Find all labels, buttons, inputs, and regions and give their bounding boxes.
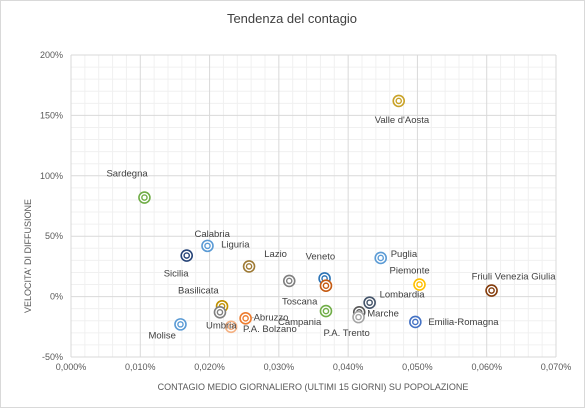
x-tick-label: 0,030% xyxy=(264,362,295,372)
data-point-marker-inner xyxy=(177,321,184,328)
data-point-marker xyxy=(239,312,252,325)
data-point-label: Sardegna xyxy=(106,169,148,180)
data-point-marker-inner xyxy=(285,277,293,285)
data-point-marker xyxy=(282,274,296,288)
y-tick-label: 0% xyxy=(50,292,63,302)
data-point-marker xyxy=(352,310,365,324)
data-point-marker xyxy=(180,249,194,262)
x-tick-label: 0,020% xyxy=(194,362,225,372)
data-point-marker xyxy=(201,239,214,253)
data-point-label: Campania xyxy=(278,317,322,328)
y-tick-label: 150% xyxy=(40,110,63,120)
y-tick-label: -50% xyxy=(42,352,63,362)
data-point-label: Calabria xyxy=(194,229,230,240)
x-tick-label: 0,010% xyxy=(125,362,156,372)
y-axis-ticks: -50% 0% 50% 100% 150% 200% xyxy=(40,50,63,362)
minor-gridlines xyxy=(71,55,556,357)
data-point-label: Emilia-Romagna xyxy=(428,317,499,328)
data-point-marker-inner xyxy=(227,323,235,331)
y-tick-label: 100% xyxy=(40,171,63,181)
data-point-label: Friuli Venezia Giulia xyxy=(472,272,557,283)
data-point-marker-inner xyxy=(322,282,330,290)
data-point-label: Marche xyxy=(367,308,399,319)
data-point-label: Toscana xyxy=(282,297,318,308)
data-point-label: Piemonte xyxy=(390,266,430,277)
data-point-label: Veneto xyxy=(306,251,336,262)
x-axis-ticks: 0,000% 0,010% 0,020% 0,030% 0,040% 0,050% 0,06… xyxy=(56,362,572,372)
data-point-marker-inner xyxy=(245,263,253,270)
chart-title: Tendenza del contagio xyxy=(227,11,357,26)
data-point-marker xyxy=(242,260,256,273)
data-point-marker-inner xyxy=(488,287,495,294)
data-point-label: Molise xyxy=(148,330,175,341)
data-point-label: Sicilia xyxy=(164,269,190,280)
x-tick-label: 0,050% xyxy=(402,362,433,372)
data-point-marker-inner xyxy=(377,254,385,262)
data-point-label: Lombardia xyxy=(380,290,426,301)
y-tick-label: 50% xyxy=(45,231,63,241)
data-point-marker-inner xyxy=(416,281,423,288)
data-point-marker-inner xyxy=(355,313,362,321)
data-point-label: Lazio xyxy=(264,249,287,260)
data-point-marker-inner xyxy=(183,252,191,259)
data-point-marker-inner xyxy=(366,299,373,306)
x-tick-label: 0,070% xyxy=(541,362,572,372)
data-point-label: P.A. Bolzano xyxy=(243,324,297,335)
data-point-marker xyxy=(374,251,388,265)
data-point-label: Valle d'Aosta xyxy=(375,115,430,126)
data-point-label: P.A. Trento xyxy=(324,328,370,339)
data-point-marker xyxy=(409,315,422,329)
x-tick-label: 0,060% xyxy=(471,362,502,372)
data-point-marker xyxy=(392,94,406,108)
major-gridlines xyxy=(70,54,557,358)
data-labels: Valle d'Aosta Sardegna Calabria Sicilia Ligu… xyxy=(106,115,556,341)
data-point-marker-inner xyxy=(141,194,148,201)
data-point-marker-inner xyxy=(216,309,224,316)
data-point-label: Liguria xyxy=(221,239,250,250)
y-tick-label: 200% xyxy=(40,50,63,60)
data-point-marker xyxy=(319,279,333,293)
x-tick-label: 0,040% xyxy=(333,362,364,372)
data-point-label: Basilicata xyxy=(178,285,219,296)
data-point-marker-inner xyxy=(395,97,403,105)
data-point-label: Puglia xyxy=(391,249,418,260)
y-axis-title: VELOCITA' DI DIFFUSIONE xyxy=(23,199,33,313)
data-point-marker xyxy=(319,304,333,318)
data-point-marker xyxy=(363,296,376,309)
data-point-marker xyxy=(174,318,187,331)
data-point-marker xyxy=(224,320,238,334)
x-axis-title: CONTAGIO MEDIO GIORNALIERO (ULTIMI 15 GI… xyxy=(158,382,469,392)
data-point-marker-inner xyxy=(412,318,419,326)
x-tick-label: 0,000% xyxy=(56,362,87,372)
data-point-marker xyxy=(413,278,426,291)
data-point-label: Umbria xyxy=(206,320,237,331)
data-markers xyxy=(138,94,498,334)
data-point-marker-inner xyxy=(322,307,330,315)
data-point-marker xyxy=(138,191,151,204)
data-point-label: Abruzzo xyxy=(254,312,289,323)
data-point-marker-inner xyxy=(204,242,211,250)
data-point-marker xyxy=(485,284,498,297)
data-point-marker-inner xyxy=(242,315,249,322)
data-point-marker xyxy=(213,306,227,319)
